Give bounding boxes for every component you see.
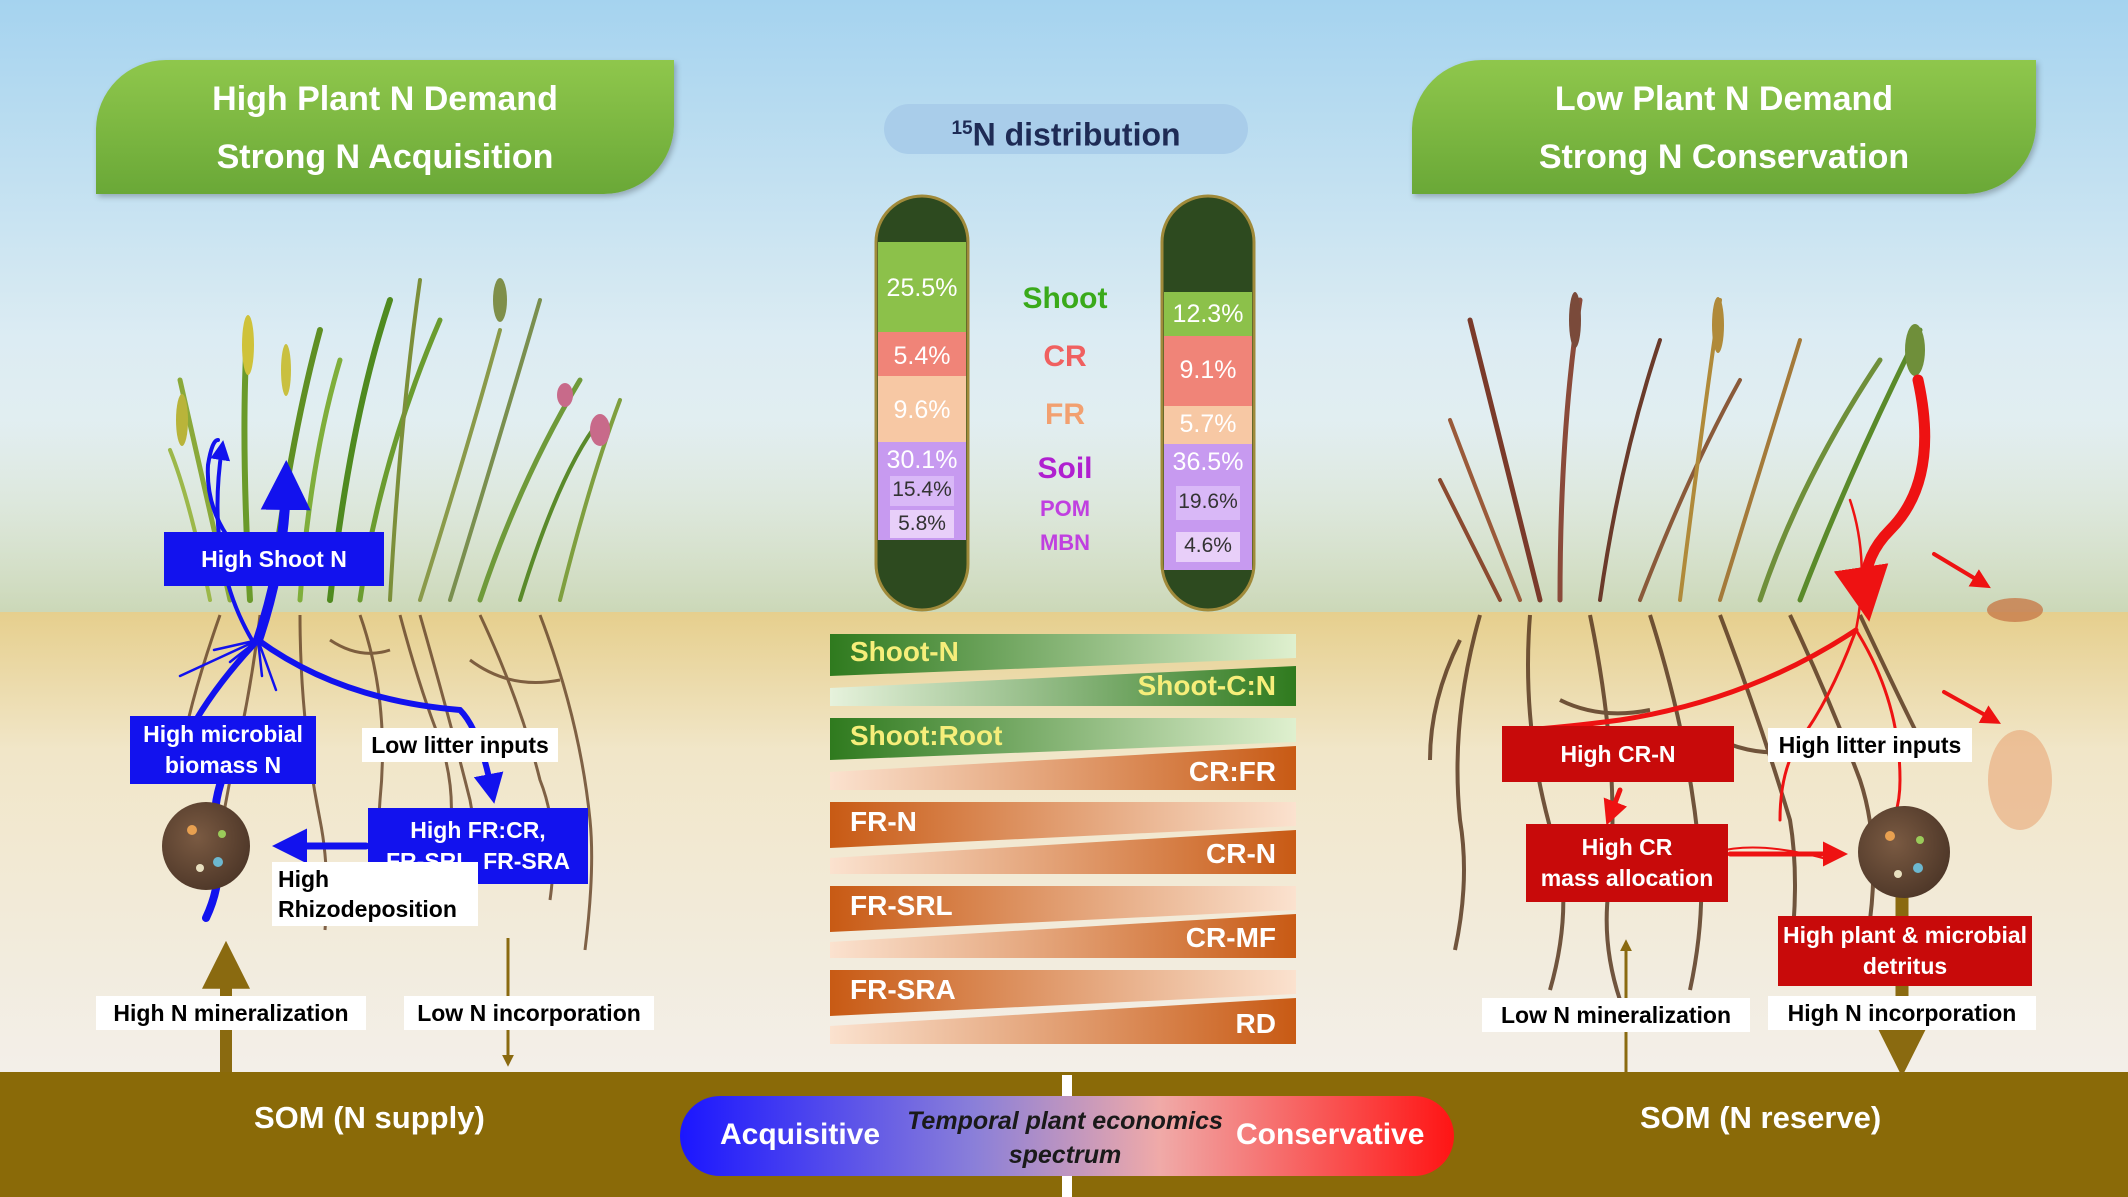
right-header: Low Plant N Demand Strong N Conservation — [1412, 60, 2036, 194]
box-detritus-line1: High plant & microbial — [1782, 922, 2028, 948]
tube-right-fr: 5.7% — [1179, 410, 1237, 438]
wedge-cr-n: CR-N — [1206, 838, 1276, 869]
spectrum-conservative: Conservative — [1236, 1118, 1425, 1151]
left-header-line1: High Plant N Demand — [212, 80, 558, 118]
label-soil: Soil — [1037, 452, 1093, 485]
right-soil-aggregate — [1858, 806, 1950, 898]
box-fr-line1: High FR:CR, — [410, 817, 546, 843]
distribution-title-text: N distribution — [972, 116, 1181, 153]
trait-wedges — [830, 634, 1296, 1044]
right-header-line2: Strong N Conservation — [1538, 138, 1910, 176]
box-rhizo-line1: High — [278, 866, 330, 892]
box-cr-mass-line1: High CR — [1581, 834, 1673, 860]
tube-left-cr: 5.4% — [893, 342, 951, 370]
tube-right-shoot: 12.3% — [1172, 300, 1244, 328]
left-soil-aggregate — [162, 802, 250, 890]
label-mbn: MBN — [1039, 530, 1091, 555]
tube-right-pom: 19.6% — [1178, 490, 1238, 513]
box-detritus: High plant & microbial detritus — [1778, 916, 2032, 986]
box-rhizo-line2: Rhizodeposition — [278, 896, 457, 922]
box-low-n-mineralization: Low N mineralization — [1482, 998, 1750, 1032]
label-pom: POM — [1039, 496, 1091, 521]
label-fr: FR — [1045, 398, 1085, 431]
spectrum-acquisitive: Acquisitive — [720, 1118, 881, 1151]
wedge-shoot-cn: Shoot-C:N — [1137, 670, 1276, 701]
distribution-title-sup: 15 — [951, 118, 973, 139]
box-cr-mass: High CR mass allocation — [1526, 824, 1728, 902]
spectrum-title-line1: Temporal plant economics — [907, 1107, 1223, 1135]
box-low-n-incorporation: Low N incorporation — [404, 996, 654, 1030]
wedge-cr-mf: CR-MF — [1185, 922, 1276, 953]
box-microbial-line2: biomass N — [164, 752, 282, 778]
tube-left-soil: 30.1% — [886, 446, 958, 474]
box-detritus-line2: detritus — [1862, 953, 1948, 979]
box-low-litter: Low litter inputs — [362, 728, 558, 762]
wedge-shoot-root: Shoot:Root — [850, 720, 1003, 751]
left-header: High Plant N Demand Strong N Acquisition — [96, 60, 674, 194]
tube-left-fr: 9.6% — [893, 396, 951, 424]
box-high-litter: High litter inputs — [1768, 728, 1972, 762]
box-high-shoot-n: High Shoot N — [164, 532, 384, 586]
left-header-line2: Strong N Acquisition — [216, 138, 554, 176]
wedge-rd: RD — [1235, 1008, 1276, 1039]
tube-left-pom: 15.4% — [892, 478, 952, 501]
box-microbial-line1: High microbial — [143, 721, 303, 747]
som-left-label: SOM (N supply) — [254, 1100, 485, 1135]
spectrum-title-line2: spectrum — [1008, 1141, 1122, 1169]
wedge-fr-srl: FR-SRL — [850, 890, 953, 921]
spectrum-title: Temporal plant economics spectrum — [900, 1104, 1230, 1172]
box-high-n-mineralization: High N mineralization — [96, 996, 366, 1030]
wedge-cr-fr: CR:FR — [1188, 756, 1276, 787]
spectrum-bar — [680, 1096, 1454, 1176]
tube-left-mbn: 5.8% — [898, 512, 946, 535]
label-shoot: Shoot — [1022, 282, 1108, 315]
distribution-title: 15N distribution — [884, 104, 1248, 154]
box-high-cr-n: High CR-N — [1502, 726, 1734, 782]
wedge-fr-n: FR-N — [850, 806, 917, 837]
som-right-label: SOM (N reserve) — [1640, 1100, 1882, 1135]
tube-left-shape — [874, 194, 970, 612]
tube-left-shoot: 25.5% — [886, 274, 958, 302]
wedge-shoot-n: Shoot-N — [850, 636, 959, 667]
right-header-line1: Low Plant N Demand — [1554, 80, 1894, 118]
box-rhizodeposition: High Rhizodeposition — [272, 862, 478, 926]
right-plants-illustration — [1438, 292, 2052, 830]
box-microbial-biomass: High microbial biomass N — [130, 716, 316, 784]
label-cr: CR — [1043, 340, 1087, 373]
box-cr-mass-line2: mass allocation — [1540, 865, 1714, 891]
wedge-fr-sra: FR-SRA — [850, 974, 956, 1005]
tube-right-soil: 36.5% — [1172, 448, 1244, 476]
tube-right-mbn: 4.6% — [1184, 534, 1232, 557]
tube-right-cr: 9.1% — [1179, 356, 1237, 384]
tube-right-shape — [1160, 194, 1256, 612]
box-high-n-incorporation: High N incorporation — [1768, 996, 2036, 1030]
